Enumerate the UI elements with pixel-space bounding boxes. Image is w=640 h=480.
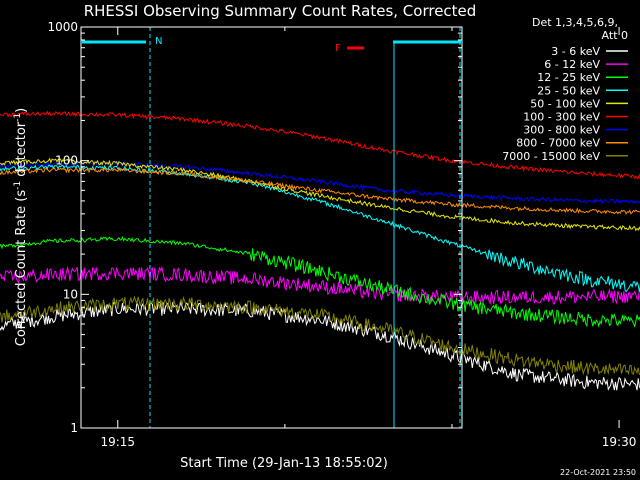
series-line-8 xyxy=(0,166,640,215)
legend-label-7: 300 - 800 keV xyxy=(523,124,600,137)
night-label: N xyxy=(155,36,162,47)
legend-label-9: 7000 - 15000 keV xyxy=(502,150,600,163)
x-axis-label: Start Time (29-Jan-13 18:55:02) xyxy=(180,456,388,471)
y-tick-label-3: 1000 xyxy=(47,20,78,34)
legend-label-4: 25 - 50 keV xyxy=(537,84,600,97)
y-axis-label: Corrected Count Rate (s-1 detector-1) xyxy=(13,108,29,346)
series-line-9 xyxy=(0,295,640,376)
y-tick-label-2: 100 xyxy=(55,154,78,168)
legend-label-5: 50 - 100 keV xyxy=(530,97,600,110)
legend-label-2: 6 - 12 keV xyxy=(544,58,600,71)
legend-label-8: 800 - 7000 keV xyxy=(516,137,600,150)
flare-label: F xyxy=(335,43,341,54)
y-tick-label-0: 1 xyxy=(70,421,78,435)
series-line-2 xyxy=(0,265,640,306)
chart-title: RHESSI Observing Summary Count Rates, Co… xyxy=(84,2,477,20)
legend-header-line1: Det 1,3,4,5,6,9, xyxy=(532,16,618,29)
series-line-7 xyxy=(0,160,640,205)
x-tick-label-1: 19:15 xyxy=(100,435,135,449)
x-tick-label-2: 19:30 xyxy=(602,435,637,449)
plot-frame xyxy=(80,26,463,429)
legend-label-3: 12 - 25 keV xyxy=(537,71,600,84)
y-tick-label-1: 10 xyxy=(63,287,78,301)
ticks-layer: 19:0019:1519:3019:4520:0020:1520:3011010… xyxy=(47,20,637,449)
legend-label-6: 100 - 300 keV xyxy=(523,111,600,124)
legend-label-1: 3 - 6 keV xyxy=(551,45,600,58)
overlay-layer: NF xyxy=(82,27,461,428)
legend-header-line2: Att 0 xyxy=(602,29,628,42)
timestamp: 22-Oct-2021 23:50 xyxy=(560,468,636,477)
